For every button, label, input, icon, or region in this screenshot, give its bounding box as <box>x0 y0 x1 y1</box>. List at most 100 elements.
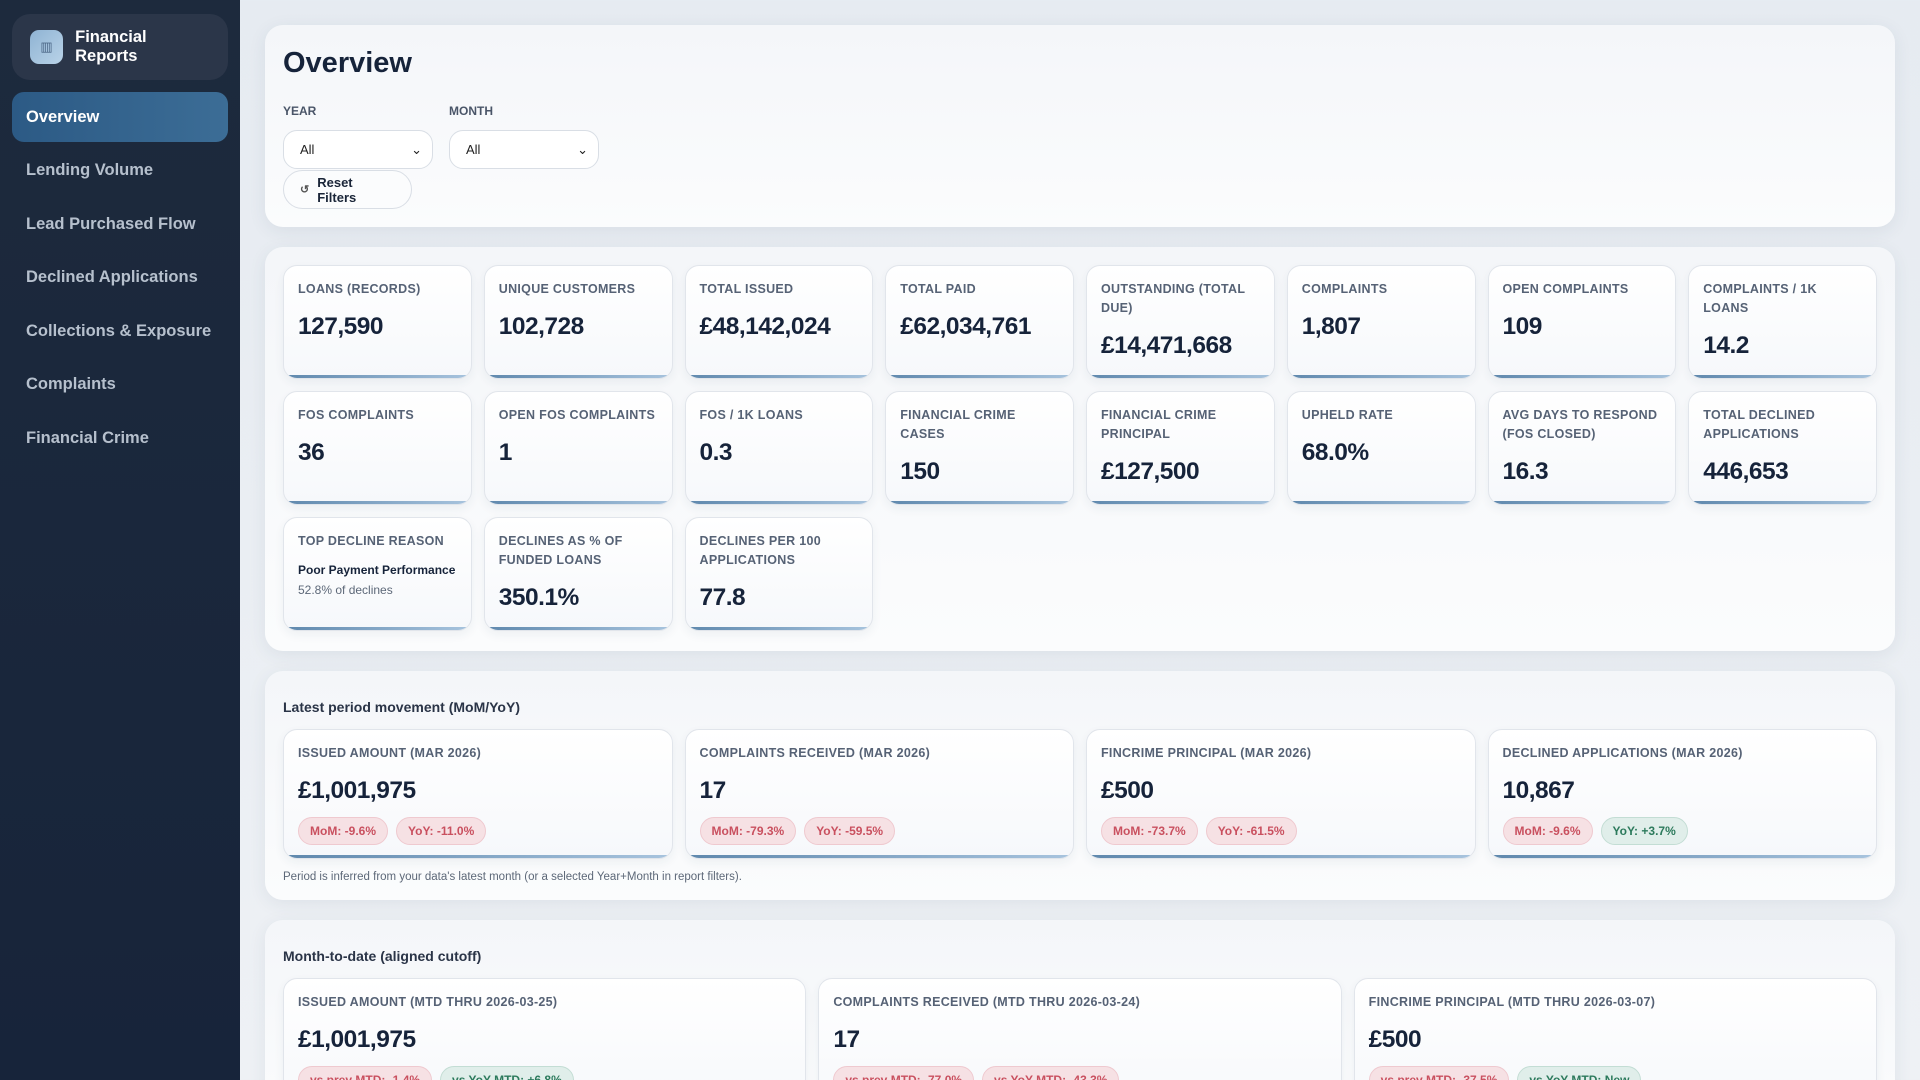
kpi-value: 109 <box>1502 313 1543 340</box>
kpi-card: Complaints 1,807 <box>1286 265 1476 379</box>
mtd-value: £1,001,975 <box>298 1026 416 1053</box>
change-badge: vs YoY MTD: -43.3% <box>982 1066 1120 1080</box>
movement-title: Latest period movement (MoM/YoY) <box>283 699 520 715</box>
kpi-value: £62,034,761 <box>900 313 1031 340</box>
badge-row: vs prev MTD: -1.4% vs YoY MTD: +6.8% <box>298 1066 791 1080</box>
sidebar-item-overview[interactable]: Overview <box>12 92 228 142</box>
kpi-value: 68.0% <box>1301 439 1369 466</box>
month-label: MONTH <box>449 104 493 118</box>
movement-label: Complaints received (Mar 2026) <box>699 746 931 760</box>
kpi-card: Financial crime cases 150 <box>885 391 1074 505</box>
change-badge: MoM: -9.6% <box>1502 817 1593 845</box>
change-badge: YoY: -61.5% <box>1205 817 1297 845</box>
kpi-label: Open complaints <box>1502 282 1629 296</box>
mtd-card: Complaints received (MTD thru 2026-03-24… <box>818 978 1342 1080</box>
movement-value: 17 <box>699 777 727 804</box>
mtd-value: 17 <box>833 1026 860 1053</box>
kpi-label: Loans (records) <box>298 282 421 296</box>
sidebar-item-lending-volume[interactable]: Lending Volume <box>26 161 154 179</box>
movement-label: Issued amount (Mar 2026) <box>298 746 482 760</box>
sidebar-item-declined-applications[interactable]: Declined Applications <box>26 268 198 286</box>
change-badge: MoM: -9.6% <box>298 817 388 845</box>
kpi-card: Total paid £62,034,761 <box>885 265 1074 379</box>
kpi-label: FOS / 1k loans <box>699 408 804 422</box>
month-select[interactable]: All ⌄ <box>449 130 599 169</box>
mtd-panel: Month-to-date (aligned cutoff) Issued am… <box>265 920 1895 1080</box>
top-decline-share: 52.8% of declines <box>298 583 393 597</box>
sidebar-nav: Overview Lending Volume Lead Purchased Flo… <box>12 92 228 463</box>
badge-row: MoM: -9.6% YoY: +3.7% <box>1502 817 1863 845</box>
movement-value: £500 <box>1101 777 1154 804</box>
kpi-value: 16.3 <box>1502 458 1549 485</box>
kpi-value: 127,590 <box>298 313 384 340</box>
kpi-value: 102,728 <box>498 313 585 340</box>
kpi-card: FOS complaints 36 <box>283 391 472 505</box>
sidebar-item-collections-exposure[interactable]: Collections & Exposure <box>26 321 212 340</box>
kpi-label: Open FOS complaints <box>498 408 656 422</box>
kpi-card: Outstanding (total due) £14,471,668 <box>1086 265 1275 379</box>
mtd-value: £500 <box>1368 1026 1422 1053</box>
year-select[interactable]: All ⌄ <box>283 130 433 169</box>
movement-label: Declined applications (Mar 2026) <box>1502 746 1743 760</box>
kpi-card: Loans (records) 127,590 <box>283 265 472 379</box>
kpi-value: £14,471,668 <box>1101 332 1232 359</box>
chevron-down-icon: ⌄ <box>411 141 422 157</box>
badge-row: MoM: -73.7% YoY: -61.5% <box>1101 817 1461 845</box>
kpi-label: FOS complaints <box>298 408 415 422</box>
kpi-card: Upheld rate 68.0% <box>1286 391 1476 505</box>
change-badge: MoM: -79.3% <box>699 817 797 845</box>
movement-card: FinCrime principal (Mar 2026) £500 MoM: -7… <box>1086 729 1476 859</box>
kpi-label: Complaints <box>1301 282 1388 296</box>
badge-row: MoM: -9.6% YoY: -11.0% <box>298 817 658 845</box>
kpi-value: 14.2 <box>1703 332 1749 359</box>
change-badge: vs prev MTD: -37.5% <box>1368 1066 1510 1080</box>
kpi-card: Total issued £48,142,024 <box>684 265 874 379</box>
sidebar-item-complaints[interactable]: Complaints <box>26 375 116 393</box>
brand[interactable]: ▥ Financial Reports <box>12 14 228 80</box>
kpi-card: Declines as % of funded loans 350.1% <box>483 517 673 631</box>
kpi-card: Financial crime principal £127,500 <box>1086 391 1275 505</box>
kpi-value: £127,500 <box>1101 458 1200 485</box>
month-value: All <box>466 142 481 157</box>
movement-card: Issued amount (Mar 2026) £1,001,975 MoM: -… <box>283 729 673 859</box>
change-badge: YoY: -59.5% <box>804 817 896 845</box>
kpi-value: 1 <box>498 439 513 466</box>
sidebar: ▥ Financial Reports Overview Lending Volu… <box>0 0 240 1080</box>
kpi-value: 150 <box>900 458 940 485</box>
kpi-card: Total declined applications 446,653 <box>1688 391 1877 505</box>
kpi-label: Total paid <box>900 282 976 296</box>
year-filter: YEAR All ⌄ <box>283 104 433 169</box>
kpi-card: Avg days to respond (FOS closed) 16.3 <box>1487 391 1677 505</box>
kpi-value: 1,807 <box>1301 313 1361 340</box>
kpi-card: Declines per 100 applications 77.8 <box>684 517 874 631</box>
movement-note: Period is inferred from your data's late… <box>283 871 742 883</box>
sidebar-item-lead-purchased-flow[interactable]: Lead Purchased Flow <box>26 214 196 233</box>
kpi-label: Top decline reason <box>298 534 444 548</box>
kpi-label: Complaints / 1k loans <box>1703 282 1817 315</box>
filters-panel: Overview YEAR All ⌄ MONTH All ⌄ ↺ Reset Fil… <box>265 25 1895 227</box>
kpi-label: Financial crime principal <box>1101 408 1217 441</box>
chevron-down-icon: ⌄ <box>577 141 588 157</box>
sidebar-item-financial-crime[interactable]: Financial Crime <box>26 428 149 447</box>
mtd-card: FinCrime principal (MTD thru 2026-03-07)… <box>1353 978 1877 1080</box>
brand-title: Financial Reports <box>75 28 147 65</box>
movement-card: Declined applications (Mar 2026) 10,867 Mo… <box>1487 729 1877 859</box>
change-badge: vs prev MTD: -1.4% <box>298 1066 433 1080</box>
change-badge: vs YoY MTD: +6.8% <box>440 1066 574 1080</box>
kpi-value: 350.1% <box>498 584 580 611</box>
badge-row: vs prev MTD: -77.0% vs YoY MTD: -43.3% <box>833 1066 1326 1080</box>
month-filter: MONTH All ⌄ <box>449 104 599 169</box>
mtd-card: Issued amount (MTD thru 2026-03-25) £1,00… <box>283 978 807 1080</box>
kpi-label: Total issued <box>699 282 794 296</box>
kpi-label: Unique customers <box>498 282 636 296</box>
kpi-value: 77.8 <box>699 584 746 611</box>
kpi-label: Total declined applications <box>1703 408 1816 441</box>
reset-icon: ↺ <box>300 184 310 196</box>
change-badge: vs YoY MTD: New <box>1517 1066 1642 1080</box>
kpi-label: Financial crime cases <box>900 408 1016 441</box>
mtd-label: Issued amount (MTD thru 2026-03-25) <box>298 995 558 1009</box>
kpi-label: Declines as % of funded loans <box>498 534 623 567</box>
movement-value: 10,867 <box>1502 777 1575 804</box>
reset-filters-button[interactable]: ↺ Reset Filters <box>283 170 412 209</box>
kpi-card: Top decline reason Poor Payment Performan… <box>283 517 472 631</box>
